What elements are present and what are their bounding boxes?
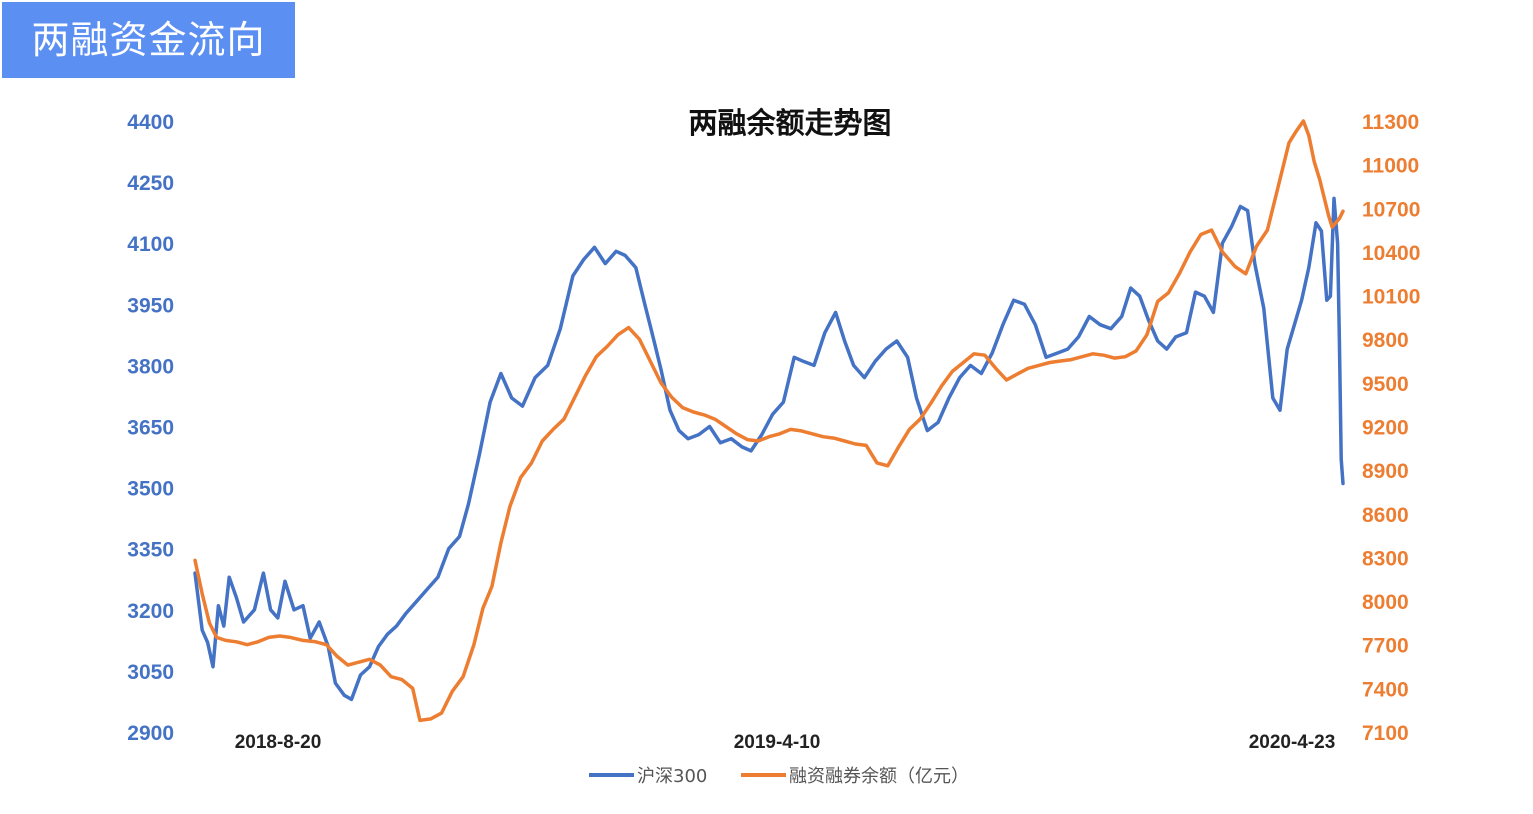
right-tick-label: 10100	[1362, 286, 1420, 309]
left-axis: 2900 3050 3200 3350 3500 3650 3800 3950 4100 4250…	[127, 111, 174, 745]
right-tick-label: 7700	[1362, 635, 1409, 658]
legend-label-hs300: 沪深300	[637, 766, 707, 787]
left-tick-label: 3800	[127, 355, 174, 378]
right-tick-label: 8900	[1362, 460, 1409, 483]
plot-area	[193, 119, 1345, 723]
right-tick-label: 7400	[1362, 678, 1409, 701]
section-badge: 两融资金流向	[2, 2, 295, 78]
right-tick-label: 10400	[1362, 242, 1420, 265]
left-tick-label: 3950	[127, 294, 174, 317]
right-tick-label: 10700	[1362, 198, 1420, 221]
x-tick-label: 2018-8-20	[235, 732, 322, 753]
right-axis: 7100 7400 7700 8000 8300 8600 8900 9200 9500 9800…	[1362, 111, 1420, 745]
right-tick-label: 9500	[1362, 373, 1409, 396]
right-tick-label: 11300	[1362, 111, 1419, 134]
left-tick-label: 4100	[127, 233, 174, 256]
right-tick-label: 7100	[1362, 722, 1409, 745]
left-tick-label: 3350	[127, 539, 174, 562]
right-tick-label: 9200	[1362, 417, 1409, 440]
left-tick-label: 3500	[127, 478, 174, 501]
legend-label-margin: 融资融券余额（亿元）	[789, 766, 969, 787]
left-tick-label: 4250	[127, 172, 174, 195]
right-tick-label: 8600	[1362, 504, 1409, 527]
x-tick-label: 2019-4-10	[734, 732, 821, 753]
right-tick-label: 9800	[1362, 329, 1409, 352]
left-tick-label: 3200	[127, 600, 174, 623]
series-line-margin-balance	[193, 119, 1345, 723]
right-tick-label: 11000	[1362, 155, 1419, 178]
series-line-hs300	[193, 196, 1345, 702]
x-tick-label: 2020-4-23	[1249, 732, 1336, 753]
right-tick-label: 8300	[1362, 547, 1409, 570]
right-tick-label: 8000	[1362, 591, 1409, 614]
x-axis: 2018-8-20 2019-4-10 2020-4-23	[235, 732, 1336, 753]
legend: 沪深300 融资融券余额（亿元）	[589, 766, 969, 787]
chart-title: 两融余额走势图	[688, 106, 891, 140]
left-tick-label: 2900	[127, 722, 174, 745]
left-tick-label: 4400	[127, 111, 174, 134]
left-tick-label: 3050	[127, 661, 174, 684]
left-tick-label: 3650	[127, 417, 174, 440]
